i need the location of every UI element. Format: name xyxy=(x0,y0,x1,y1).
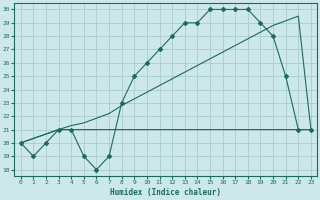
X-axis label: Humidex (Indice chaleur): Humidex (Indice chaleur) xyxy=(110,188,221,197)
